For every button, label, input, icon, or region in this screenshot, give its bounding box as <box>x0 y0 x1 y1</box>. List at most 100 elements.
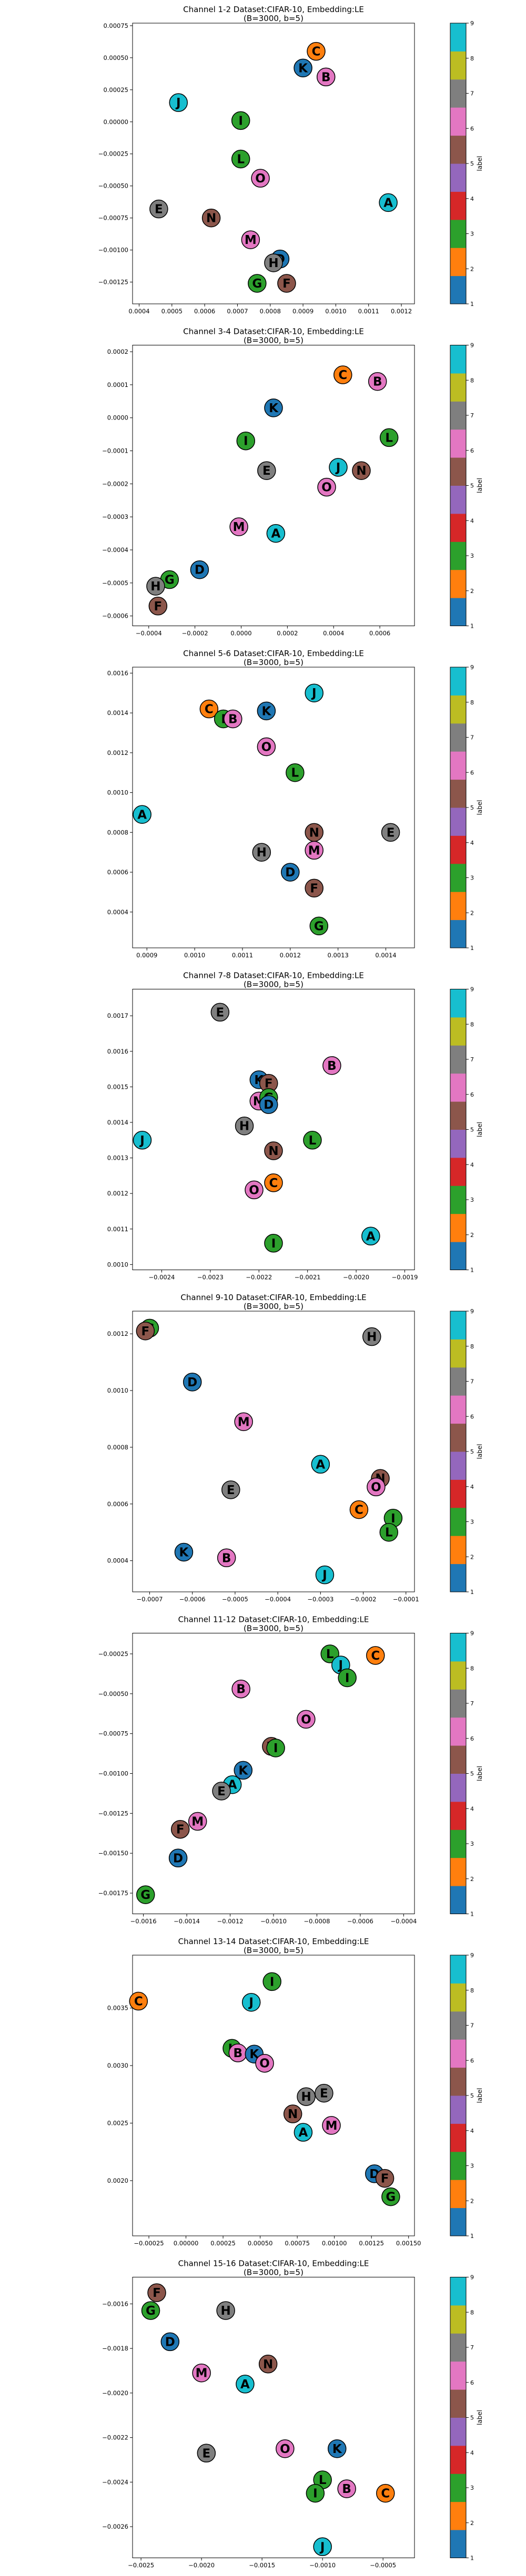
colorbar-segment <box>450 807 466 836</box>
point-label: G <box>140 1888 150 1902</box>
scatter-point: O <box>367 1477 386 1497</box>
x-tick-label: −0.0006 <box>179 1596 206 1603</box>
point-marker <box>197 2444 216 2463</box>
scatter-point: J <box>133 1131 152 1150</box>
scatter-point: J <box>313 2537 332 2557</box>
point-label: B <box>373 375 382 389</box>
point-label: E <box>216 1006 224 1019</box>
point-marker <box>266 524 286 543</box>
x-tick-label: 0.0002 <box>277 630 298 637</box>
scatter-point: C <box>264 1173 283 1192</box>
scatter-point: H <box>264 253 283 272</box>
point-label: O <box>321 481 332 495</box>
scatter-point: B <box>368 372 387 391</box>
x-tick-label: −0.0004 <box>390 1918 417 1925</box>
point-marker <box>170 1819 190 1839</box>
x-tick-label: −0.0005 <box>222 1596 248 1603</box>
scatter-point: K <box>234 1761 253 1780</box>
y-tick-label: −0.0020 <box>102 2389 128 2397</box>
colorbar-segment <box>450 1045 466 1074</box>
colorbar-tick-label: 2 <box>470 588 474 595</box>
colorbar-segment <box>450 345 466 374</box>
colorbar-segment <box>450 1955 466 1984</box>
point-marker <box>361 1226 380 1246</box>
scatter-point: H <box>297 2087 316 2106</box>
point-marker <box>264 398 283 417</box>
point-label: C <box>269 1177 278 1190</box>
point-label: I <box>391 1512 396 1526</box>
scatter-point: I <box>231 111 250 130</box>
point-marker <box>133 1131 152 1150</box>
point-label: J <box>248 1996 254 2010</box>
x-tick-label: −0.00025 <box>134 2240 164 2247</box>
scatter-point: M <box>234 1412 253 1432</box>
colorbar-tick-label: 6 <box>470 1091 474 1098</box>
colorbar-tick-label: 9 <box>470 1952 474 1959</box>
y-tick-label: −0.0026 <box>102 2523 128 2530</box>
scatter-point: F <box>148 597 168 616</box>
y-tick-label: −0.00050 <box>98 182 128 190</box>
point-marker <box>231 1679 250 1699</box>
point-marker <box>160 2332 180 2352</box>
colorbar-tick-label: 5 <box>470 1448 474 1455</box>
colorbar-segment <box>450 541 466 570</box>
colorbar-tick-label: 2 <box>470 1232 474 1239</box>
scatter-point: C <box>376 2483 395 2503</box>
point-marker <box>236 2375 255 2394</box>
colorbar-segment <box>450 2095 466 2124</box>
point-marker <box>259 1095 278 1114</box>
y-tick-label: 0.0014 <box>107 1119 128 1126</box>
colorbar: 1 2 3 4 5 6 7 8 9 label <box>450 986 483 1274</box>
point-label: I <box>244 435 248 448</box>
scatter-point: F <box>170 1819 190 1839</box>
x-tick-label: 0.0010 <box>184 952 205 959</box>
colorbar-tick-label: 8 <box>470 1343 474 1350</box>
point-marker <box>379 428 399 447</box>
scatter-point: C <box>129 1991 148 2011</box>
point-label: N <box>309 826 319 840</box>
y-tick-label: 0.0008 <box>107 1444 128 1451</box>
point-label: B <box>321 70 331 84</box>
scatter-point: I <box>236 431 256 451</box>
plot-area <box>132 1633 415 1914</box>
point-label: A <box>240 2378 250 2391</box>
scatter-point: C <box>366 1646 385 1665</box>
colorbar-segment <box>450 51 466 80</box>
y-tick-label: 0.0010 <box>107 1261 128 1268</box>
x-tick-label: −0.0015 <box>249 2562 275 2569</box>
chart-subtitle: (B=3000, b=5) <box>244 1302 304 1311</box>
chart-title: Channel 9-10 Dataset:CIFAR-10, Embedding… <box>180 1293 366 1302</box>
scatter-point: O <box>245 1180 264 1200</box>
point-marker <box>229 517 248 536</box>
point-marker <box>305 878 323 898</box>
point-marker <box>147 2283 166 2302</box>
scatter-point: E <box>212 1782 231 1801</box>
point-marker <box>231 149 250 169</box>
scatter-point: D <box>168 1848 188 1868</box>
chart-subtitle: (B=3000, b=5) <box>244 658 304 667</box>
x-tick-label: −0.0010 <box>309 2562 336 2569</box>
scatter-point: A <box>311 1455 330 1474</box>
point-marker <box>251 169 270 188</box>
colorbar-tick-label: 4 <box>470 840 474 846</box>
point-label: O <box>249 1183 259 1197</box>
point-marker <box>305 841 323 860</box>
y-tick-label: 0.00050 <box>103 54 128 62</box>
scatter-point: G <box>248 274 267 293</box>
colorbar-label: label <box>476 478 483 493</box>
y-tick-label: 0.0012 <box>107 1190 128 1197</box>
x-tick-label: −0.0002 <box>350 1596 377 1603</box>
colorbar-segment <box>450 23 466 52</box>
x-tick-label: −0.0016 <box>130 1918 157 1925</box>
point-label: N <box>206 212 216 226</box>
scatter-point: K <box>174 1542 194 1562</box>
point-marker <box>381 823 400 842</box>
colorbar-tick-label: 2 <box>470 2197 474 2204</box>
colorbar-tick-label: 6 <box>470 1413 474 1420</box>
point-marker <box>281 863 300 882</box>
point-marker <box>212 1782 231 1801</box>
y-tick-label: −0.00175 <box>98 1889 128 1897</box>
point-label: B <box>327 1059 337 1073</box>
x-tick-label: −0.0003 <box>307 1596 333 1603</box>
colorbar-tick-label: 9 <box>470 2274 474 2281</box>
